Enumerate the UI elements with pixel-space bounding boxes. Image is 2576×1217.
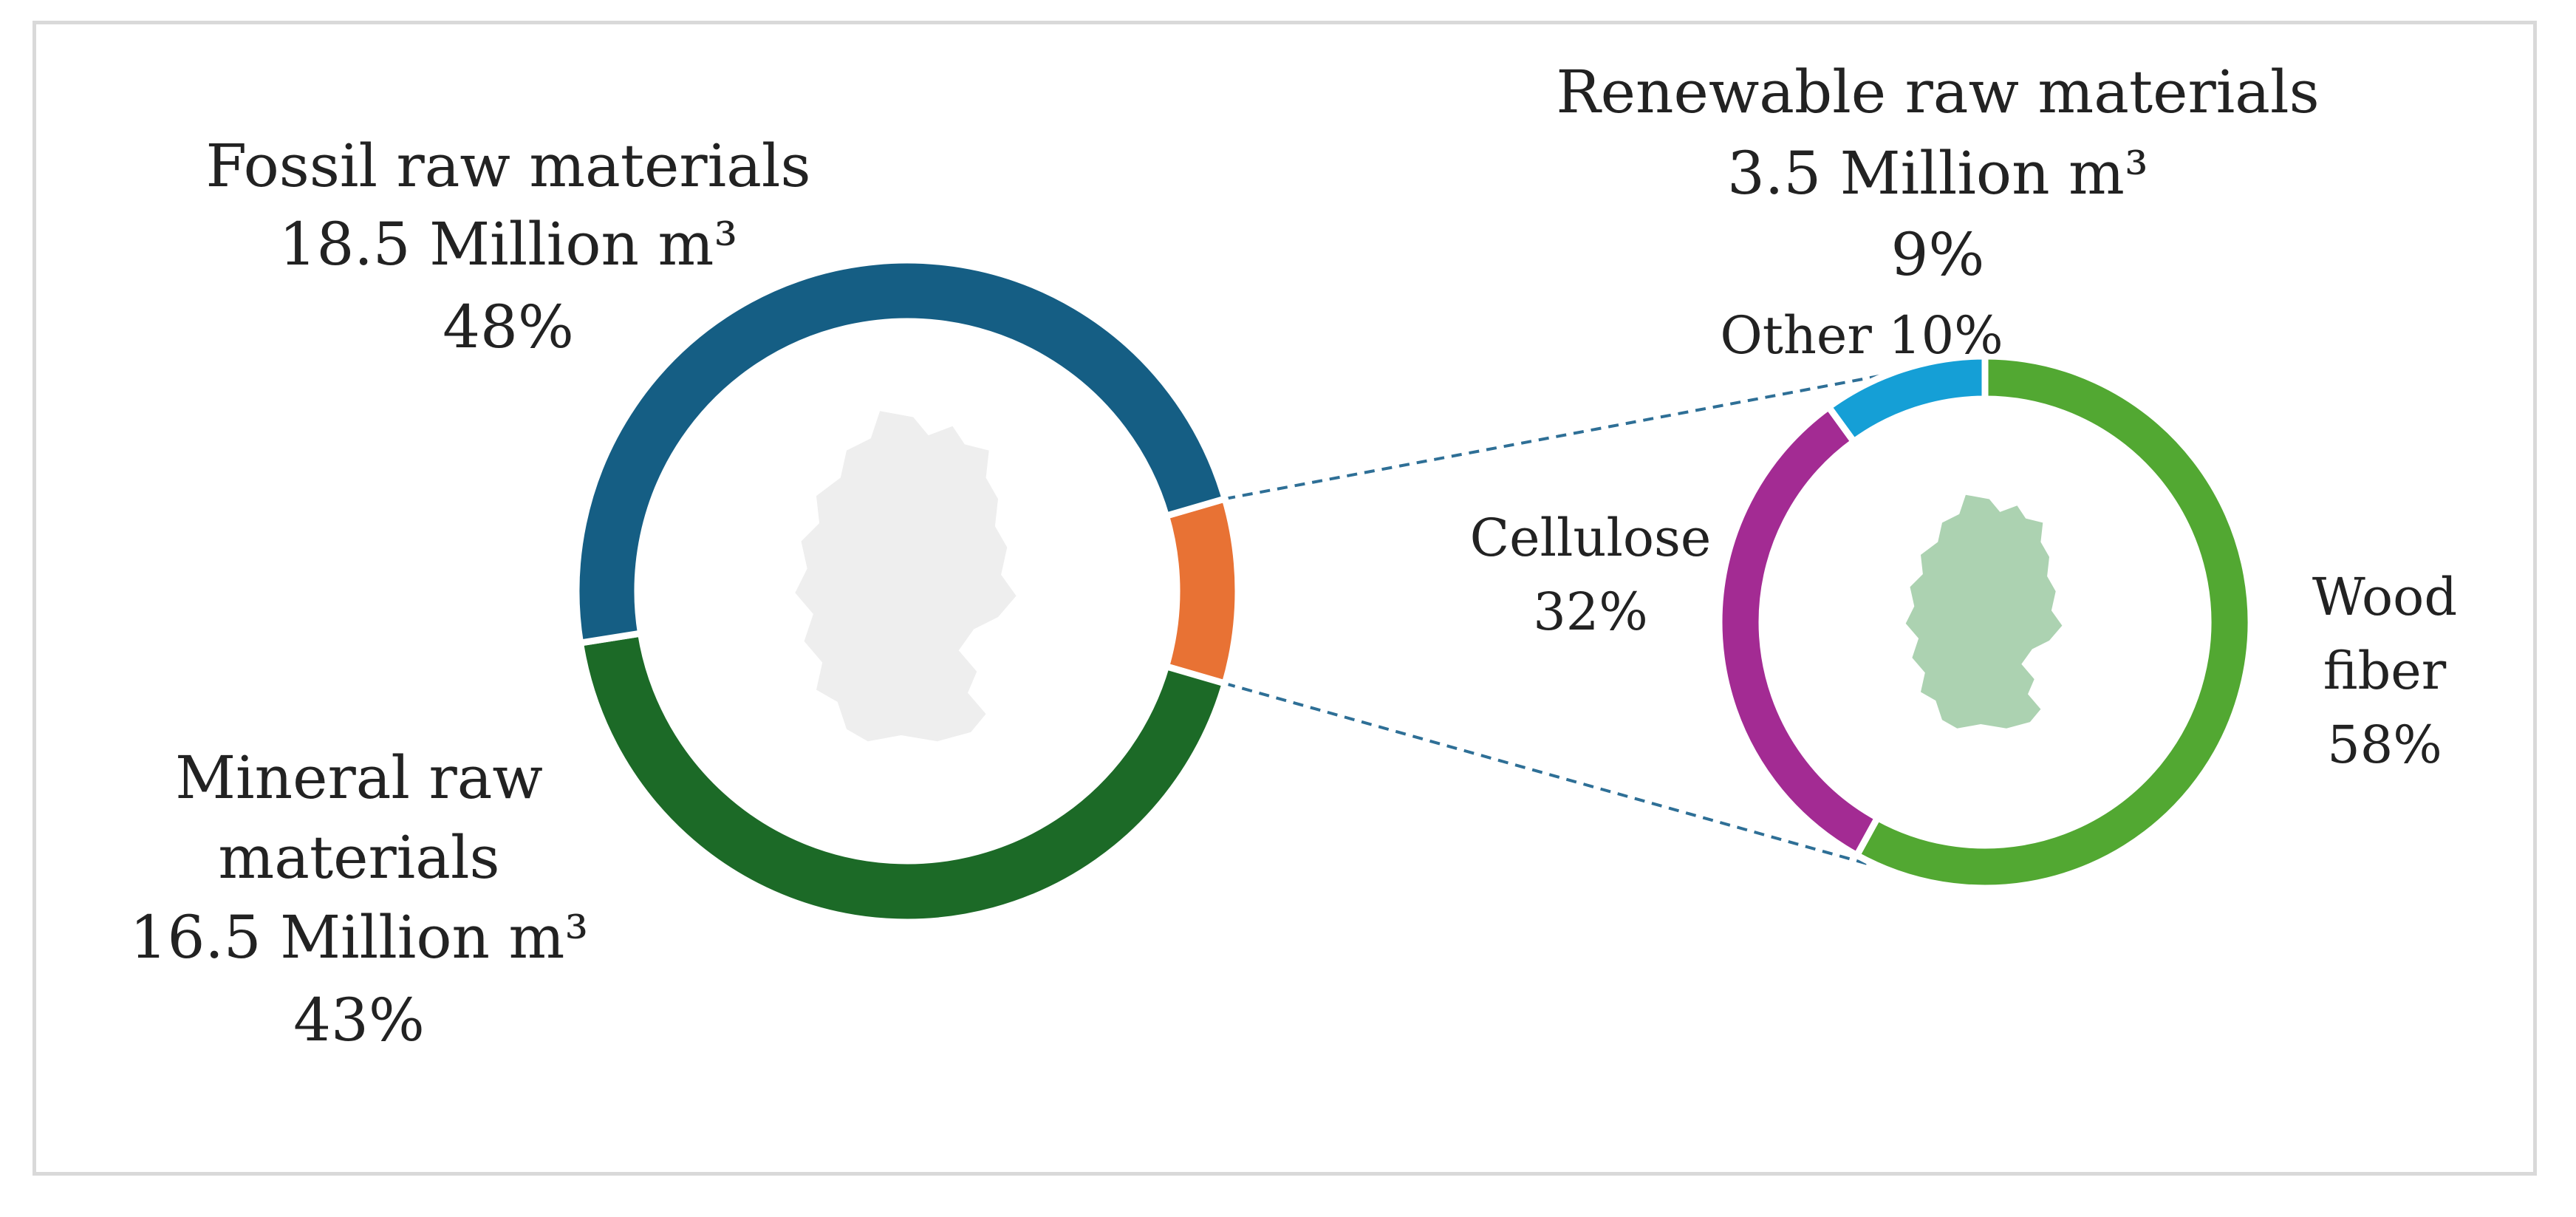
connector-line-bottom (1224, 682, 1886, 870)
donut-slice-wood-fiber (1852, 352, 2255, 892)
donut-slice-renewable-raw-materials (1161, 494, 1242, 688)
mineral-label-percent: 43% (293, 986, 425, 1054)
donut-slice-mineral-raw-materials (576, 629, 1229, 926)
mineral-label-name-line2: materials (218, 823, 499, 892)
fossil-label-percent: 48% (443, 293, 574, 361)
donut-slice-fossil-raw-materials (573, 256, 1229, 647)
germany-map-icon (795, 411, 1017, 742)
wood-label-name-line2: fiber (2323, 641, 2447, 701)
fossil-label-amount: 18.5 Million m³ (279, 210, 738, 279)
renewable-label-amount: 3.5 Million m³ (1727, 139, 2148, 208)
wood-label-name-line1: Wood (2312, 567, 2457, 627)
donut-slice-cellulose (1715, 402, 1882, 860)
wood-label-percent: 58% (2327, 715, 2442, 775)
mineral-label-amount: 16.5 Million m³ (130, 903, 589, 972)
renewable-label-name: Renewable raw materials (1556, 58, 2319, 126)
donut-slice-other (1824, 352, 1989, 446)
mineral-label-name-line1: Mineral raw (175, 743, 543, 812)
connector-line-top (1224, 355, 1986, 500)
germany-map-icon (1905, 494, 2063, 729)
fossil-label-name: Fossil raw materials (205, 132, 810, 200)
connector-lines (1224, 355, 1986, 870)
cellulose-label-percent: 32% (1533, 582, 1648, 642)
chart-frame (33, 21, 2537, 1176)
renewable-breakdown-donut (1715, 352, 2255, 892)
cellulose-label-name: Cellulose (1470, 508, 1712, 568)
raw-materials-donut (573, 256, 1242, 926)
other-label: Other 10% (1720, 305, 2003, 366)
renewable-label-percent: 9% (1891, 220, 1985, 289)
